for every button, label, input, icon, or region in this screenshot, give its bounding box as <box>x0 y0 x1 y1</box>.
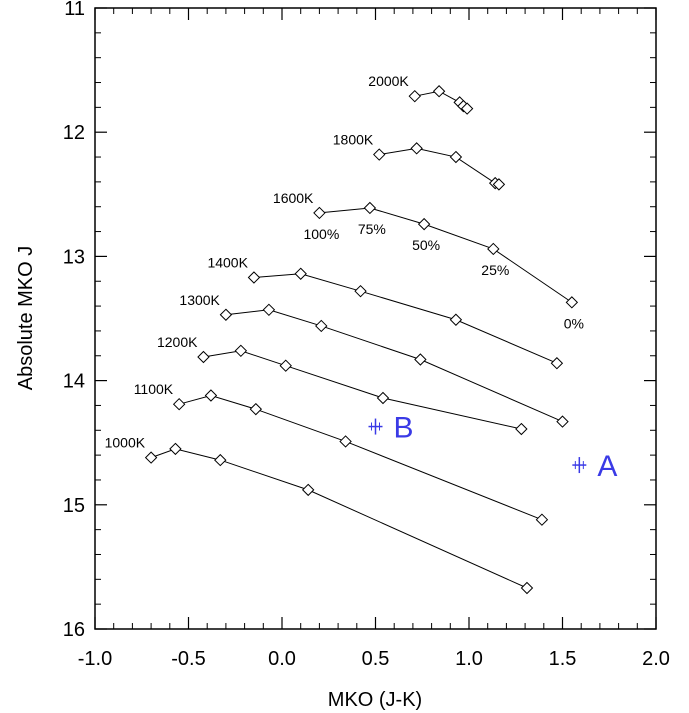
marker-label-A: A <box>597 450 617 483</box>
series-line-1200K <box>203 350 522 430</box>
series-label: 1100K <box>134 381 174 397</box>
data-point <box>354 284 367 298</box>
series-line-1800K <box>379 147 500 185</box>
data-point <box>373 148 386 161</box>
series-line-1300K <box>225 309 563 423</box>
series-label: 1300K <box>179 292 220 308</box>
data-point <box>432 85 446 98</box>
data-point <box>313 206 326 220</box>
data-point <box>279 359 292 372</box>
data-point <box>144 451 158 464</box>
series-label: 1600K <box>273 190 314 206</box>
x-tick-label: 1.0 <box>455 648 483 670</box>
y-tick-label: 14 <box>63 371 85 393</box>
data-point <box>550 357 564 370</box>
y-tick-label: 13 <box>63 246 85 268</box>
data-point <box>249 402 263 416</box>
data-point <box>408 89 421 103</box>
x-tick-label: 2.0 <box>642 648 670 670</box>
data-point <box>414 353 427 366</box>
x-tick-label: 0.0 <box>268 648 296 670</box>
data-point <box>219 308 233 321</box>
data-point <box>515 422 528 436</box>
series-line-1000K <box>150 448 528 589</box>
data-point <box>301 483 315 497</box>
data-point <box>339 435 352 448</box>
data-point <box>487 242 500 256</box>
data-point <box>204 389 218 402</box>
data-point <box>449 150 463 164</box>
data-point <box>169 442 182 456</box>
y-tick-label: 12 <box>63 122 85 144</box>
y-tick-label: 11 <box>64 0 85 20</box>
percent-label: 0% <box>564 315 584 331</box>
percent-label: 25% <box>481 262 509 278</box>
data-point <box>376 391 390 405</box>
data-point <box>535 513 549 526</box>
x-tick-label: -0.5 <box>171 648 205 670</box>
data-point <box>363 201 377 215</box>
y-tick-label: 16 <box>63 619 85 641</box>
series-label: 1000K <box>105 435 146 451</box>
data-point <box>520 581 534 595</box>
data-point <box>417 217 431 231</box>
series-line-1400K <box>253 273 558 364</box>
data-point <box>565 296 579 309</box>
series-label: 2000K <box>368 73 409 89</box>
markers-group: AB <box>368 412 617 483</box>
series-label: 1800K <box>333 132 374 148</box>
data-point <box>410 142 423 155</box>
series-line-1100K <box>179 394 543 521</box>
data-point <box>449 313 463 326</box>
series-label: 1200K <box>157 334 198 350</box>
data-point <box>294 267 307 280</box>
data-point <box>214 453 227 467</box>
percent-label: 100% <box>303 226 339 242</box>
y-axis-title: Absolute MKO J <box>15 246 37 391</box>
axis-ticks: -1.0 -0.5 0.0 0.5 1.0 1.5 2.0 11 12 13 14 15 16 <box>63 0 670 670</box>
y-tick-label: 15 <box>63 495 85 517</box>
data-point <box>460 102 474 115</box>
series-group: 2000K 1800K 1600K 1400K 1300K 1200K 1100K 1000K <box>105 73 579 595</box>
x-axis-title: MKO (J-K) <box>328 689 422 711</box>
x-tick-label: 0.5 <box>362 648 390 670</box>
data-point <box>492 178 506 191</box>
data-point <box>315 319 328 333</box>
series-label: 1400K <box>207 255 248 271</box>
data-point <box>247 271 261 284</box>
data-point <box>197 350 210 364</box>
data-point <box>262 303 276 317</box>
percent-label: 50% <box>412 237 440 253</box>
x-tick-label: -1.0 <box>78 648 112 670</box>
data-point <box>172 397 186 411</box>
marker-label-B: B <box>394 412 414 445</box>
annotations-group: 100% 75% 50% 25% 0% <box>303 221 583 331</box>
percent-label: 75% <box>358 221 386 237</box>
data-point <box>556 415 569 428</box>
data-point <box>234 344 248 357</box>
x-tick-label: 1.5 <box>549 648 577 670</box>
